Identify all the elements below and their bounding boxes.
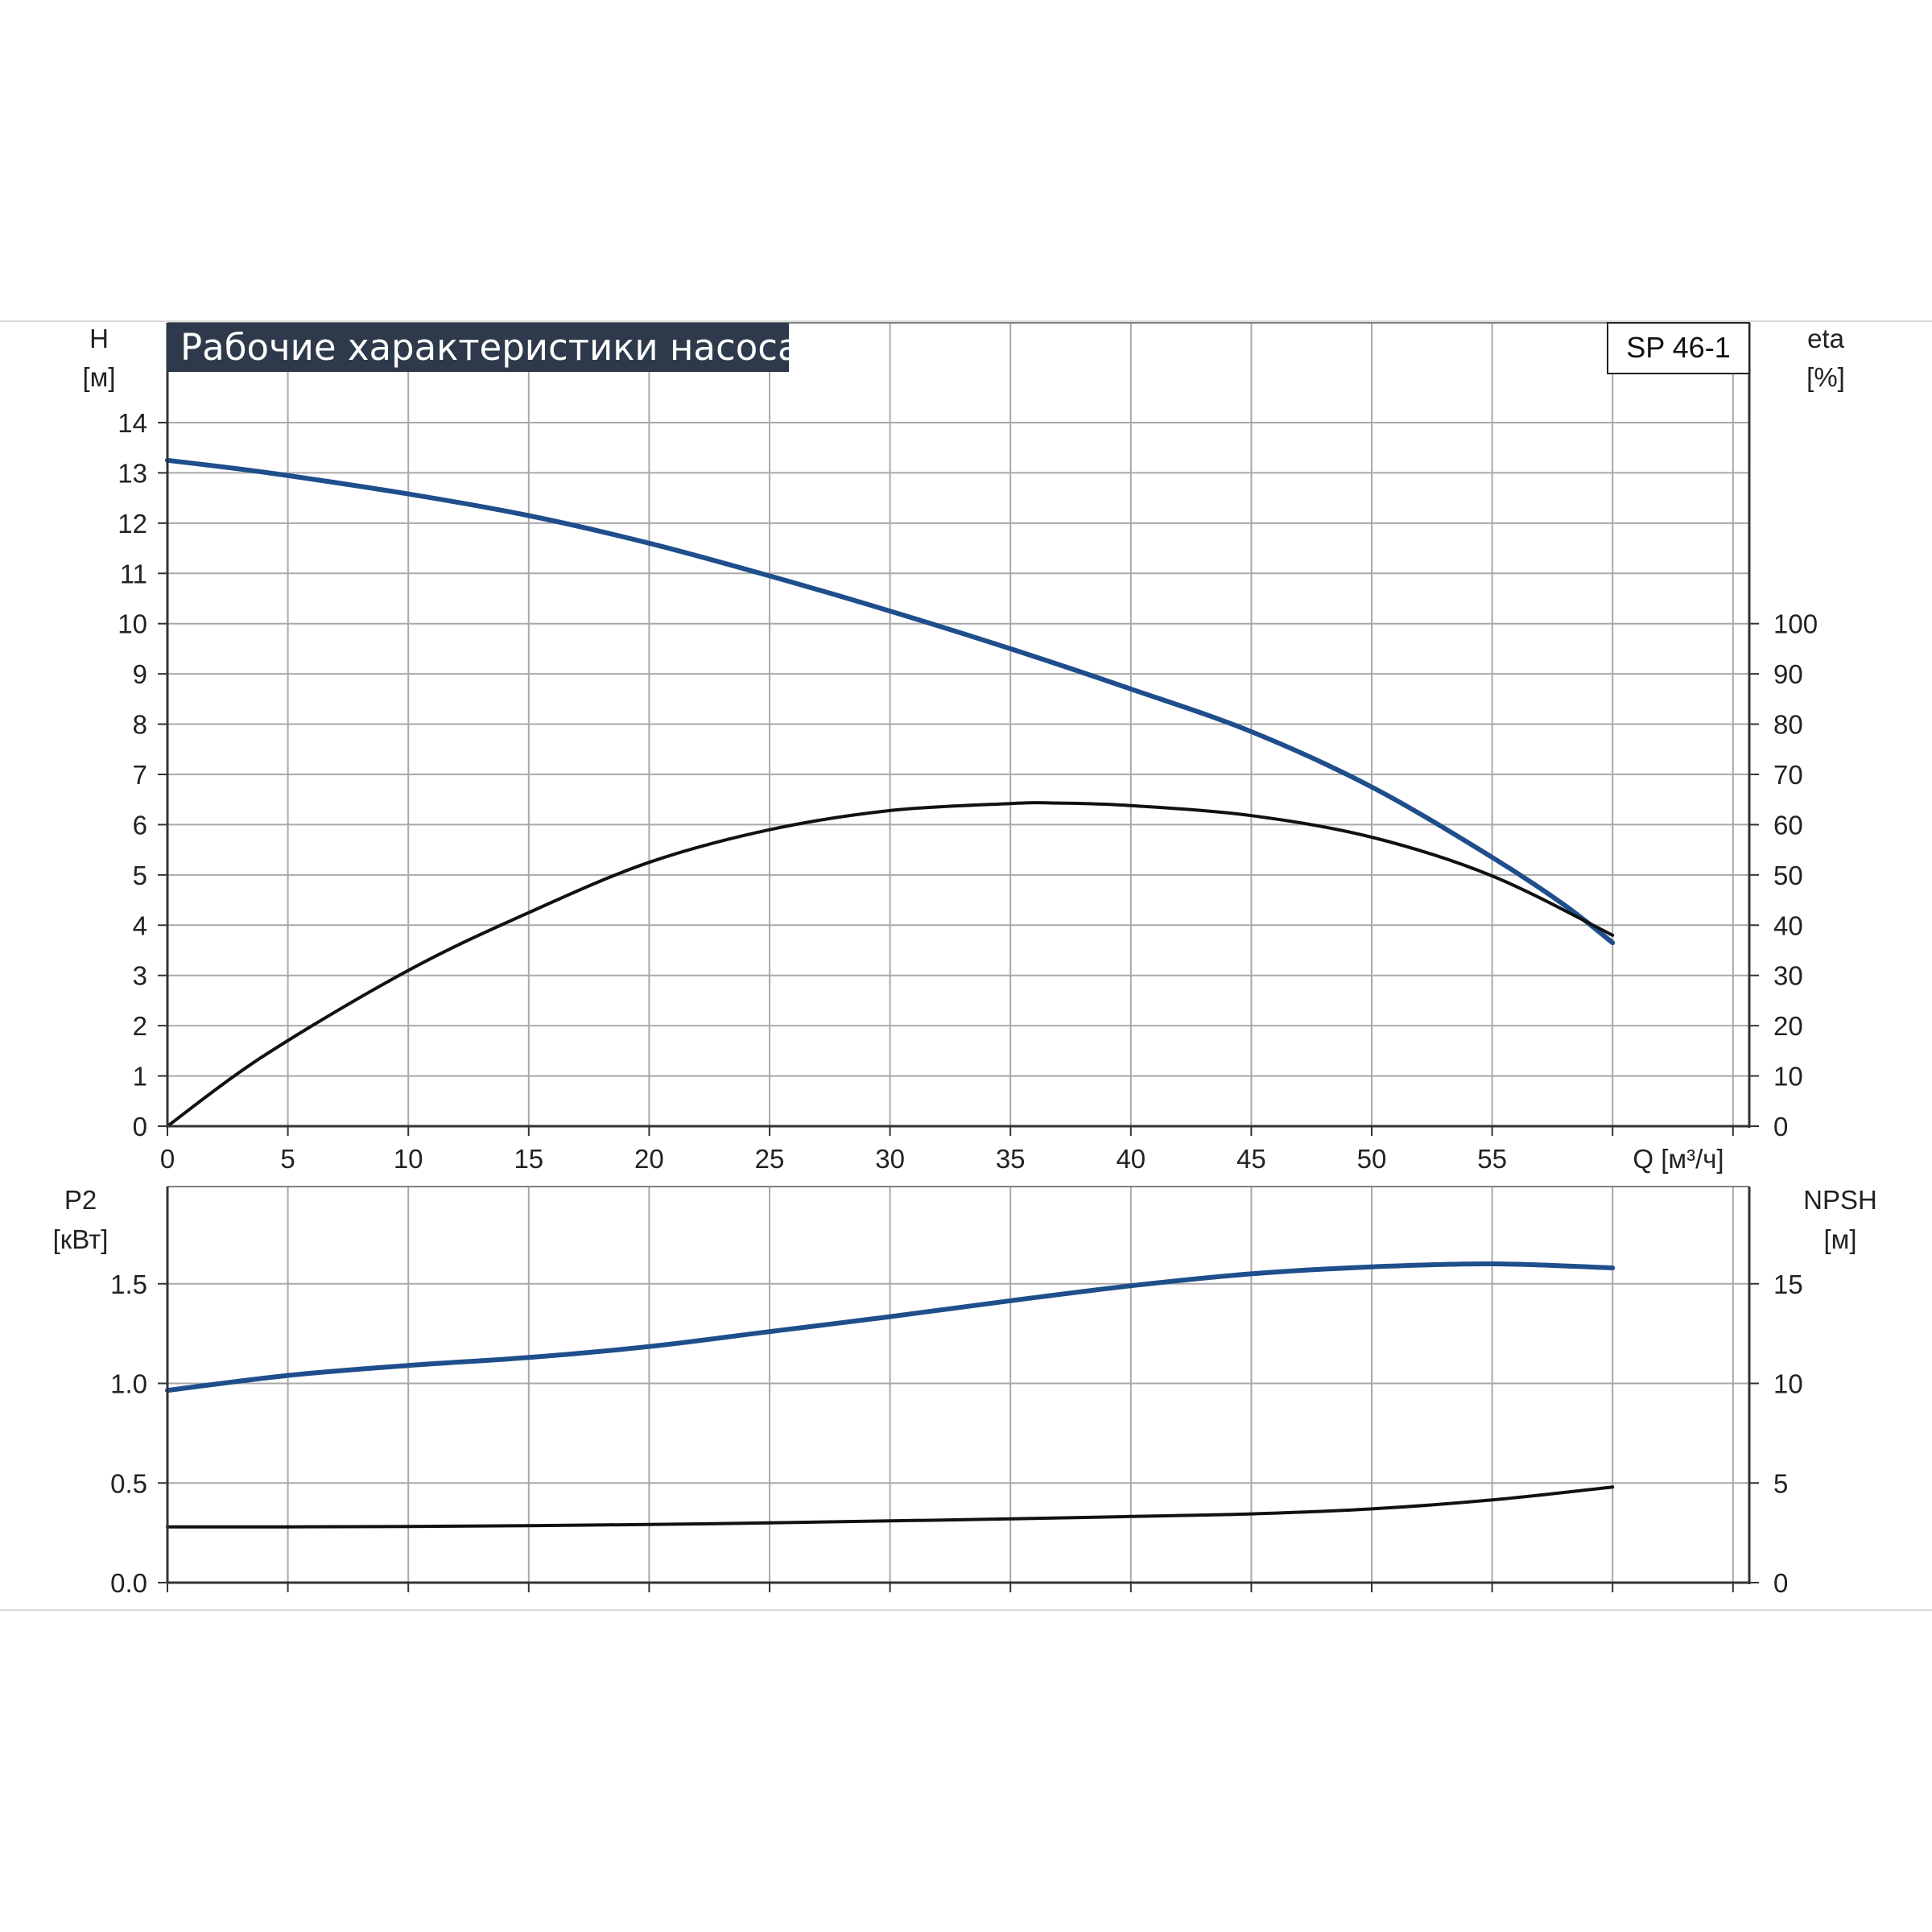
upper-left-axis-unit: [м] bbox=[82, 362, 115, 392]
chart-title-background bbox=[167, 323, 789, 372]
upper-chart-labels: 0123456789101112131401020304050607080901… bbox=[118, 323, 1818, 1174]
lower-left-tick-label: 0.0 bbox=[110, 1568, 147, 1598]
lower-left-axis-unit: [кВт] bbox=[53, 1224, 109, 1254]
upper-left-tick-label: 4 bbox=[133, 910, 147, 940]
upper-right-tick-label: 70 bbox=[1773, 760, 1803, 790]
model-label-box bbox=[1607, 322, 1750, 374]
upper-right-axis-unit: [%] bbox=[1806, 362, 1845, 392]
x-tick-label: 15 bbox=[514, 1144, 543, 1174]
upper-left-tick-label: 9 bbox=[133, 659, 147, 689]
upper-right-axis-title: eta bbox=[1807, 324, 1845, 353]
upper-right-tick-label: 40 bbox=[1773, 910, 1803, 940]
upper-chart-curves bbox=[165, 457, 1616, 1128]
x-tick-label: 45 bbox=[1236, 1144, 1266, 1174]
upper-right-tick-label: 0 bbox=[1773, 1112, 1788, 1141]
lower-left-tick-label: 0.5 bbox=[110, 1468, 147, 1498]
x-tick-label: 25 bbox=[755, 1144, 785, 1174]
upper-left-tick-label: 6 bbox=[133, 810, 147, 840]
lower-left-tick-label: 1.0 bbox=[110, 1369, 147, 1399]
upper-left-tick-label: 10 bbox=[118, 609, 147, 639]
lower-left-axis-title: P2 bbox=[64, 1185, 97, 1215]
x-tick-label: 20 bbox=[634, 1144, 664, 1174]
upper-right-tick-label: 30 bbox=[1773, 961, 1803, 991]
upper-left-tick-label: 2 bbox=[133, 1011, 147, 1041]
x-tick-label: 55 bbox=[1477, 1144, 1507, 1174]
upper-left-tick-label: 5 bbox=[133, 861, 147, 890]
x-tick-label: 50 bbox=[1357, 1144, 1387, 1174]
lower-right-axis-unit: [м] bbox=[1823, 1224, 1856, 1254]
upper-left-tick-label: 3 bbox=[133, 961, 147, 991]
lower-right-tick-label: 15 bbox=[1773, 1269, 1803, 1299]
upper-left-tick-label: 1 bbox=[133, 1062, 147, 1092]
upper-right-tick-label: 90 bbox=[1773, 659, 1803, 689]
upper-left-axis-title: H bbox=[89, 324, 109, 353]
lower-chart-grid bbox=[167, 1186, 1750, 1583]
upper-right-tick-label: 60 bbox=[1773, 810, 1803, 840]
upper-left-tick-label: 11 bbox=[120, 559, 147, 588]
lower-right-tick-label: 10 bbox=[1773, 1369, 1803, 1399]
lower-right-tick-label: 0 bbox=[1773, 1568, 1788, 1598]
x-tick-label: 35 bbox=[996, 1144, 1026, 1174]
upper-left-tick-label: 12 bbox=[118, 509, 147, 539]
upper-right-tick-label: 80 bbox=[1773, 710, 1803, 740]
upper-left-tick-label: 0 bbox=[133, 1112, 147, 1141]
upper-left-tick-label: 7 bbox=[133, 760, 147, 790]
lower-chart-curves bbox=[165, 1261, 1616, 1529]
x-tick-label: 5 bbox=[280, 1144, 295, 1174]
x-axis-title: Q [м³/ч] bbox=[1633, 1144, 1724, 1174]
chart-title: Рабочие характеристики насоса bbox=[180, 326, 800, 369]
upper-right-tick-label: 50 bbox=[1773, 861, 1803, 890]
lower-series-0-line bbox=[165, 1261, 1616, 1393]
upper-right-tick-label: 20 bbox=[1773, 1011, 1803, 1041]
upper-series-0-line bbox=[165, 457, 1616, 946]
upper-left-tick-label: 14 bbox=[118, 408, 147, 438]
lower-right-tick-label: 5 bbox=[1773, 1468, 1788, 1498]
lower-right-axis-title: NPSH bbox=[1803, 1185, 1877, 1215]
lower-left-tick-label: 1.5 bbox=[110, 1269, 147, 1299]
upper-left-tick-label: 8 bbox=[133, 710, 147, 740]
x-tick-label: 10 bbox=[394, 1144, 423, 1174]
x-tick-label: 40 bbox=[1116, 1144, 1146, 1174]
upper-left-tick-label: 13 bbox=[118, 458, 147, 488]
lower-chart-labels: 0.0 0.5 1.0 1.5 0 5 10 15 bbox=[110, 1187, 1803, 1598]
upper-right-tick-label: 100 bbox=[1773, 609, 1818, 639]
upper-right-tick-label: 10 bbox=[1773, 1062, 1803, 1092]
upper-series-1-line bbox=[166, 801, 1615, 1128]
lower-series-1-line bbox=[166, 1485, 1615, 1529]
x-tick-label: 0 bbox=[160, 1144, 175, 1174]
model-label: SP 46-1 bbox=[1626, 331, 1730, 364]
upper-chart-grid bbox=[167, 322, 1750, 1127]
x-tick-label: 30 bbox=[875, 1144, 905, 1174]
